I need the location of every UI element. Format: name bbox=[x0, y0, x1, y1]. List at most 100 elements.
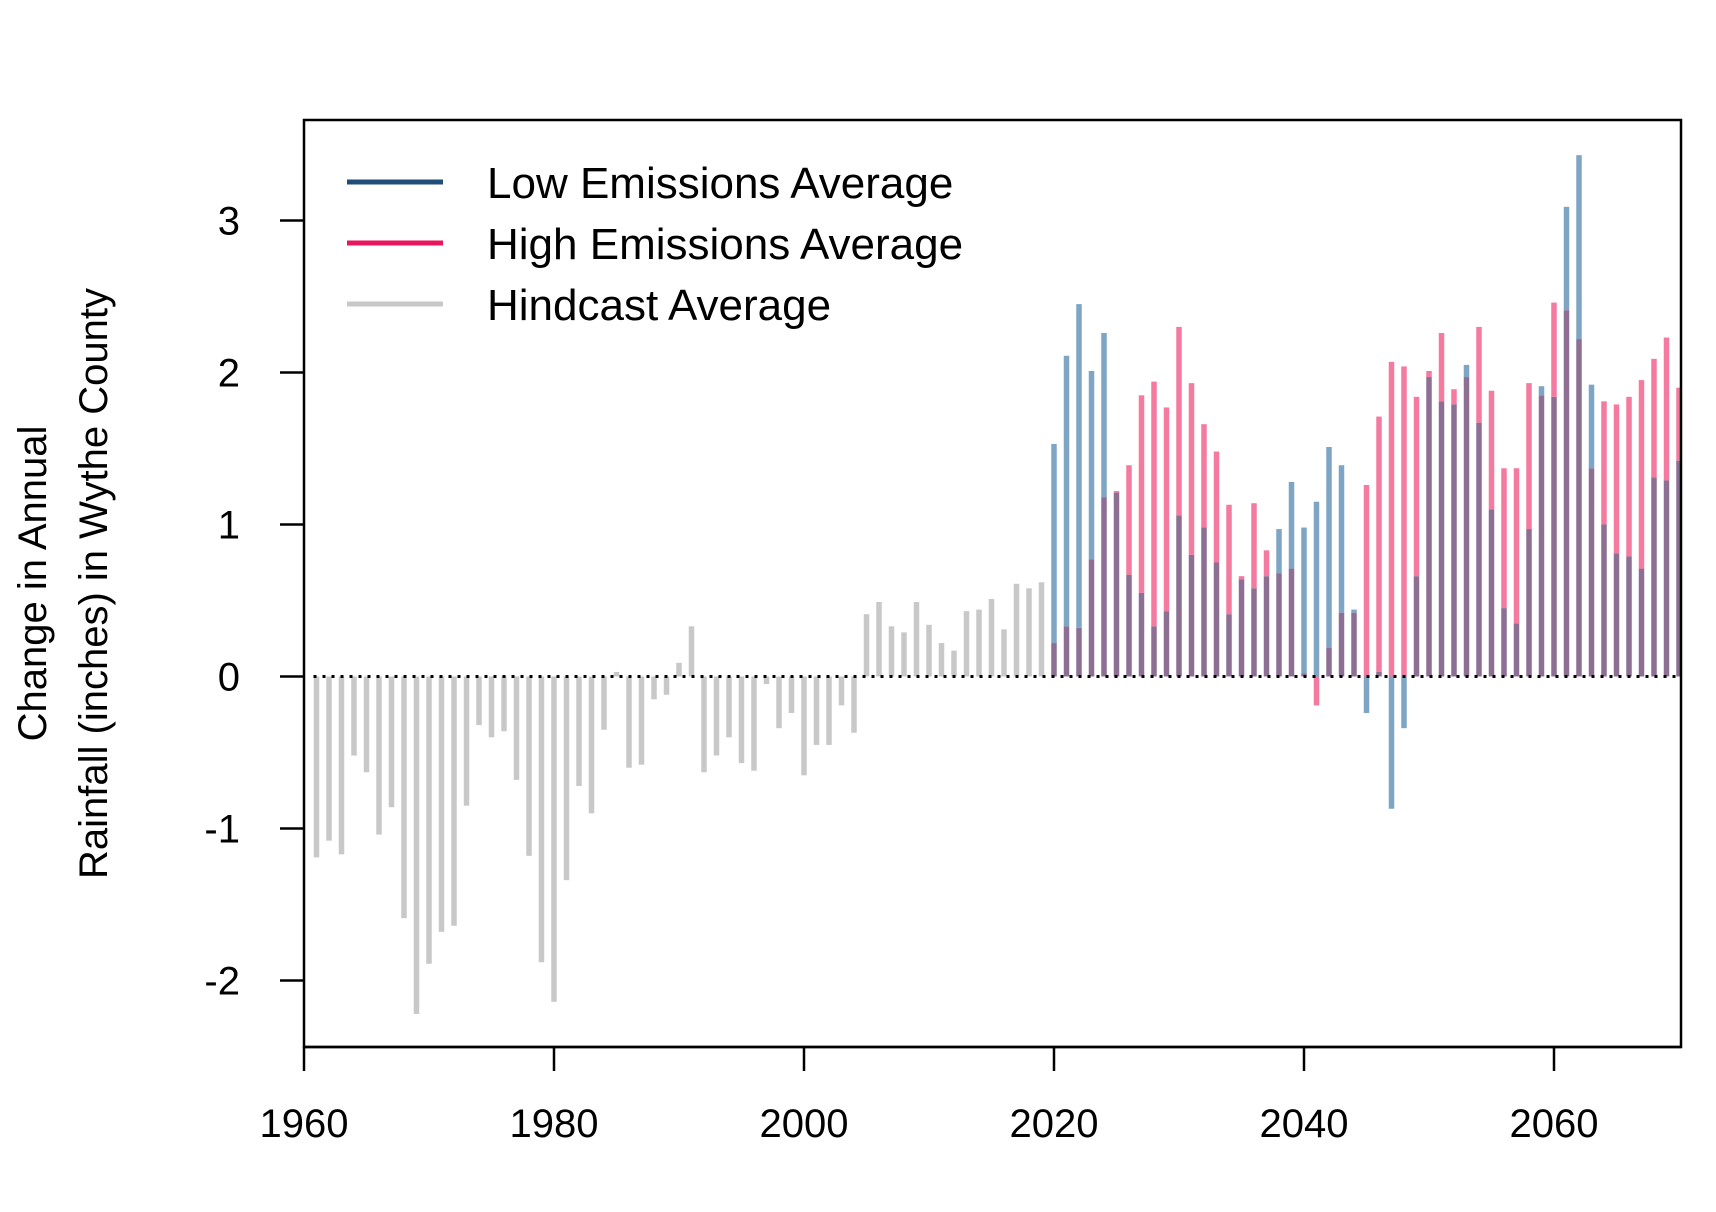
high-emissions-bar bbox=[1638, 380, 1645, 569]
high-emissions-bar bbox=[1526, 383, 1532, 530]
low-emissions-bar bbox=[1463, 364, 1470, 378]
low-emissions-bar bbox=[1076, 304, 1082, 628]
x-tick-label: 1960 bbox=[260, 1102, 349, 1146]
hindcast-bar bbox=[638, 676, 645, 765]
hindcast-bar bbox=[551, 676, 557, 1002]
high-emissions-bar bbox=[1488, 390, 1495, 510]
low-emissions-bar bbox=[1276, 529, 1282, 574]
overlap-bar bbox=[1051, 643, 1057, 677]
hindcast-bar bbox=[463, 676, 470, 806]
overlap-bar bbox=[1613, 553, 1620, 677]
overlap-bar bbox=[1476, 422, 1482, 677]
overlap-bar bbox=[1538, 395, 1545, 677]
overlap-bar bbox=[1501, 608, 1507, 677]
hindcast-bar bbox=[926, 624, 932, 677]
overlap-bar bbox=[1213, 562, 1220, 677]
overlap-bar bbox=[1551, 396, 1557, 677]
hindcast-bar bbox=[876, 602, 882, 677]
high-emissions-bar bbox=[1176, 326, 1182, 516]
high-emissions-bar bbox=[1663, 337, 1670, 481]
low-emissions-bar bbox=[1326, 446, 1332, 648]
overlap-bar bbox=[1663, 480, 1670, 677]
hindcast-bar bbox=[776, 676, 782, 729]
hindcast-bar bbox=[801, 676, 807, 776]
low-emissions-bar bbox=[1388, 676, 1395, 809]
hindcast-bar bbox=[538, 676, 545, 963]
hindcast-bar bbox=[388, 676, 395, 808]
overlap-bar bbox=[1488, 509, 1495, 677]
high-emissions-bar bbox=[1201, 424, 1207, 528]
hindcast-bar bbox=[851, 676, 857, 733]
high-emissions-bar bbox=[1513, 468, 1520, 624]
overlap-bar bbox=[1651, 477, 1657, 677]
overlap-bar bbox=[1063, 626, 1070, 677]
x-tick-label: 1980 bbox=[510, 1102, 599, 1146]
low-emissions-bar bbox=[1588, 384, 1595, 469]
high-emissions-bar bbox=[1601, 401, 1607, 525]
low-emissions-bar bbox=[1063, 355, 1070, 627]
high-emissions-bar bbox=[1263, 550, 1270, 577]
hindcast-bar bbox=[1001, 629, 1007, 677]
y-axis-label-line-2: Rainfall (inches) in Wythe County bbox=[72, 288, 116, 879]
hindcast-bar bbox=[651, 676, 657, 700]
low-emissions-bar bbox=[1088, 370, 1095, 560]
hindcast-bar bbox=[976, 609, 982, 677]
low-emissions-bar bbox=[1301, 527, 1307, 674]
hindcast-bar bbox=[763, 676, 770, 685]
overlap-bar bbox=[1188, 554, 1195, 677]
overlap-bar bbox=[1088, 559, 1095, 677]
y-axis-title: Change in Annual Rainfall (inches) in Wyt… bbox=[11, 288, 116, 879]
high-emissions-bar bbox=[1126, 465, 1132, 575]
projection-bars bbox=[1051, 155, 1682, 809]
overlap-bar bbox=[1513, 623, 1520, 677]
overlap-bar bbox=[1451, 404, 1457, 677]
x-axis: 1960 1980 2000 2020 2040 2060 bbox=[260, 1045, 1681, 1146]
hindcast-bar bbox=[988, 598, 995, 677]
hindcast-bar bbox=[326, 676, 332, 841]
hindcast-bar bbox=[951, 650, 957, 677]
hindcast-bar bbox=[413, 676, 420, 1014]
overlap-bar bbox=[1463, 377, 1470, 677]
overlap-bar bbox=[1251, 588, 1257, 677]
hindcast-bar bbox=[663, 676, 670, 695]
overlap-bar bbox=[1626, 556, 1632, 677]
legend-label-low: Low Emissions Average bbox=[487, 159, 953, 208]
hindcast-bar bbox=[888, 626, 895, 677]
hindcast-bar bbox=[451, 676, 457, 926]
high-emissions-bar bbox=[1413, 396, 1420, 577]
low-emissions-bar bbox=[1101, 332, 1107, 498]
hindcast-bar bbox=[438, 676, 445, 932]
hindcast-bar bbox=[813, 676, 820, 745]
hindcast-bar bbox=[1013, 583, 1020, 677]
hindcast-bar bbox=[826, 676, 832, 745]
low-emissions-bar bbox=[1051, 443, 1057, 644]
high-emissions-bar bbox=[1213, 451, 1220, 563]
hindcast-bar bbox=[913, 602, 920, 677]
overlap-bar bbox=[1226, 614, 1232, 677]
overlap-bar bbox=[1326, 647, 1332, 677]
overlap-bar bbox=[1138, 592, 1145, 677]
hindcast-bar bbox=[1038, 582, 1045, 677]
legend-label-hindcast: Hindcast Average bbox=[487, 281, 831, 330]
overlap-bar bbox=[1101, 497, 1107, 677]
high-emissions-bar bbox=[1151, 381, 1157, 627]
hindcast-bar bbox=[613, 671, 620, 677]
hindcast-bar bbox=[726, 676, 732, 738]
hindcast-bar bbox=[588, 676, 595, 814]
overlap-bar bbox=[1576, 339, 1582, 677]
high-emissions-bar bbox=[1426, 370, 1432, 378]
overlap-bar bbox=[1288, 568, 1295, 677]
overlap-bar bbox=[1338, 612, 1345, 677]
hindcast-bar bbox=[626, 676, 632, 768]
hindcast-bar bbox=[351, 676, 357, 756]
high-emissions-bar bbox=[1613, 404, 1620, 554]
high-emissions-bar bbox=[1251, 503, 1257, 589]
overlap-bar bbox=[1601, 524, 1607, 677]
low-emissions-bar bbox=[1538, 386, 1545, 396]
hindcast-bar bbox=[563, 676, 570, 881]
high-emissions-bar bbox=[1626, 396, 1632, 557]
overlap-bar bbox=[1438, 401, 1445, 677]
hindcast-bar bbox=[713, 676, 720, 756]
low-emissions-bar bbox=[1313, 501, 1320, 677]
hindcast-bar bbox=[838, 676, 845, 706]
